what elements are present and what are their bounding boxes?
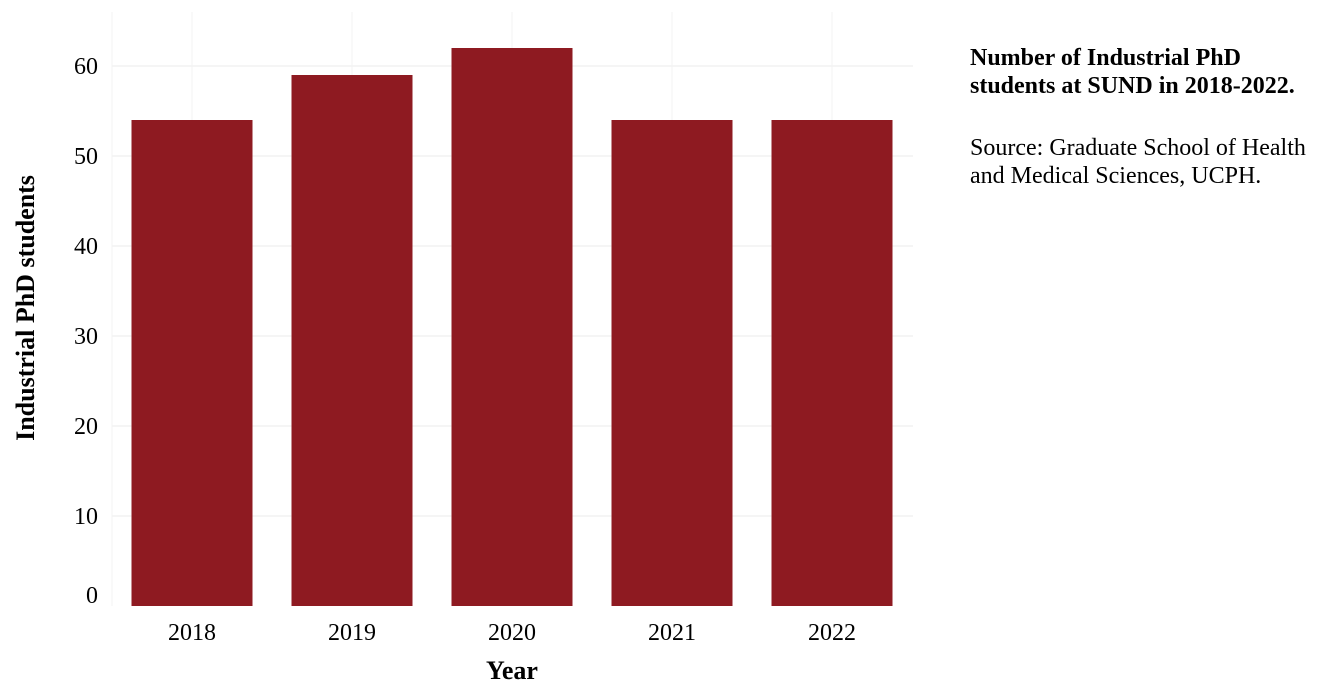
x-tick-label: 2018: [168, 620, 216, 646]
bars: [131, 48, 893, 606]
x-tick-label: 2019: [328, 620, 376, 646]
x-tick-label: 2020: [488, 620, 536, 646]
x-axis-title: Year: [486, 656, 538, 683]
y-tick-label: 60: [74, 54, 98, 80]
caption-title: Number of Industrial PhD students at SUN…: [970, 45, 1295, 99]
bar-2021: [611, 120, 733, 606]
y-tick-label: 50: [74, 144, 98, 170]
chart-caption: Number of Industrial PhD students at SUN…: [970, 44, 1320, 190]
x-tick-label: 2022: [808, 620, 856, 646]
y-tick-label: 20: [74, 414, 98, 440]
y-axis-title: Industrial PhD students: [11, 175, 40, 441]
y-tick-labels: 0 10 20 30 40 50 60: [74, 54, 98, 609]
y-tick-label: 0: [86, 583, 98, 609]
bar-2019: [291, 75, 413, 606]
bar-2018: [131, 120, 253, 606]
x-tick-labels: 2018 2019 2020 2021 2022: [168, 620, 856, 646]
bar-2022: [771, 120, 893, 606]
y-tick-label: 30: [74, 324, 98, 350]
y-tick-label: 10: [74, 504, 98, 530]
caption-source: Source: Graduate School of Health and Me…: [970, 135, 1306, 189]
bar-2020: [451, 48, 573, 606]
x-tick-label: 2021: [648, 620, 696, 646]
y-tick-label: 40: [74, 234, 98, 260]
